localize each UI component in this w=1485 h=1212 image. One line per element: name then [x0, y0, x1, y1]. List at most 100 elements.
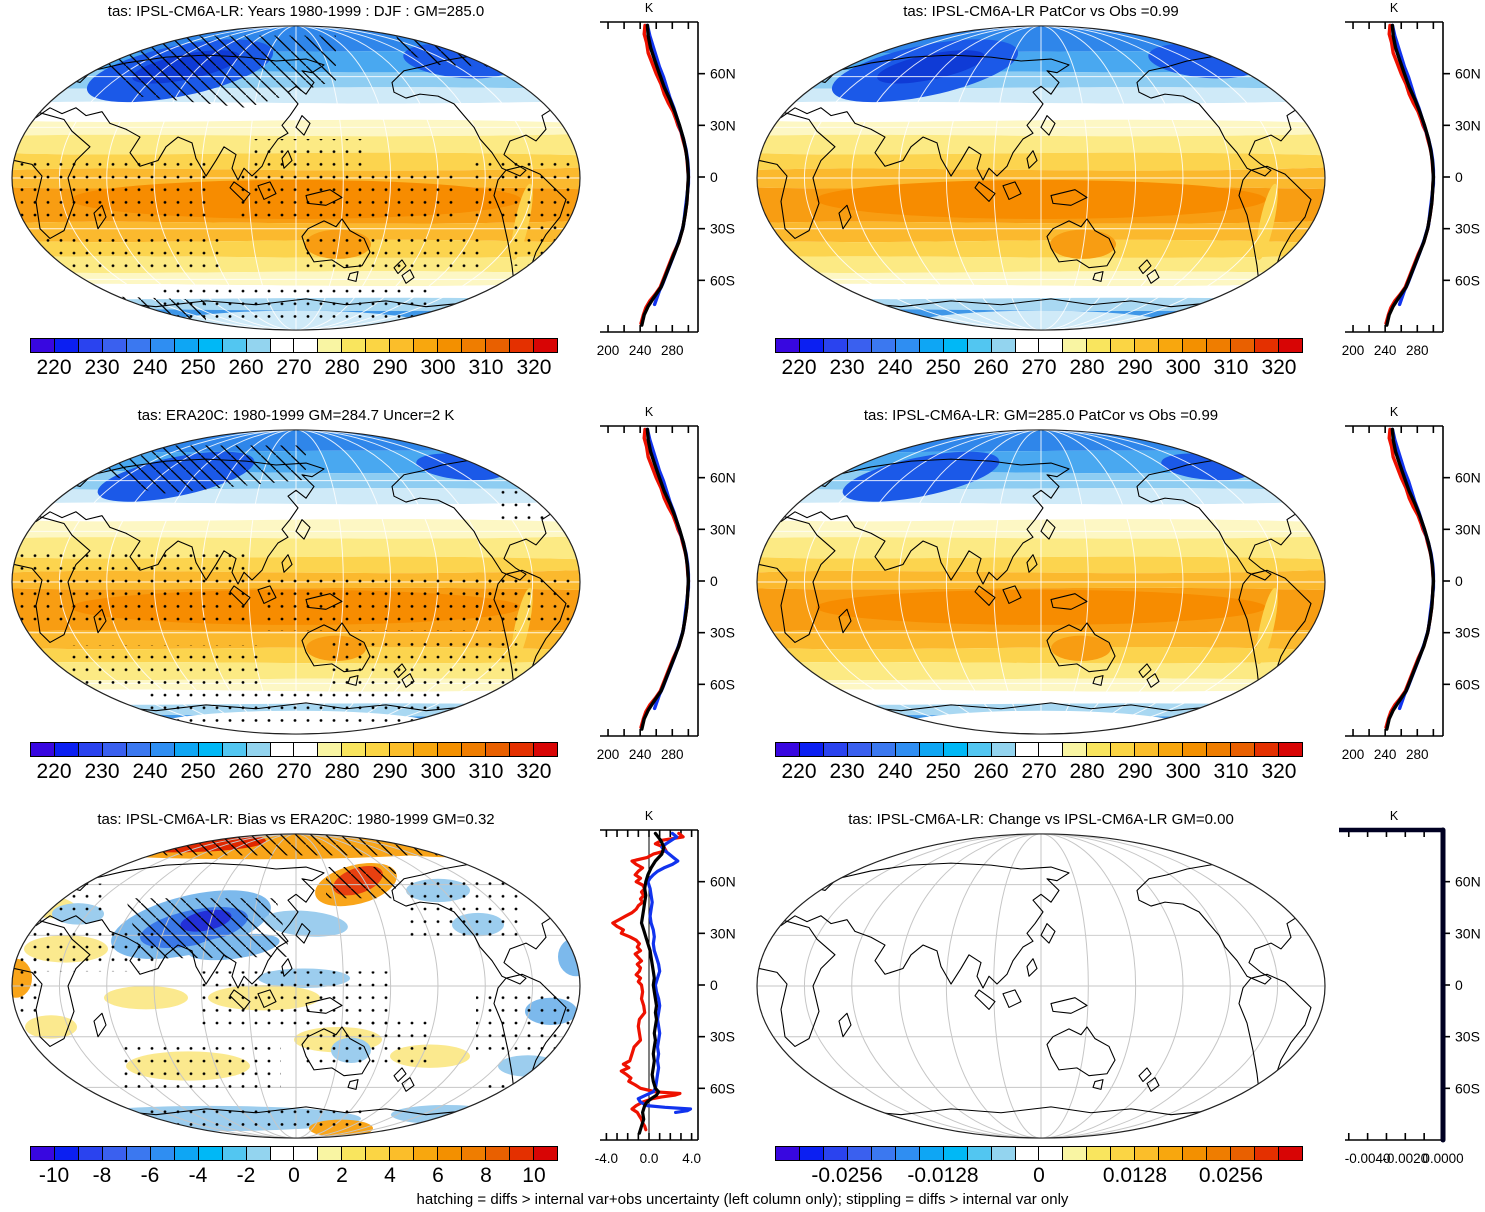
colorbar-tick-label: 290 [1117, 356, 1153, 379]
colorbar-segment [366, 339, 391, 352]
colorbar-segment [102, 1147, 127, 1160]
colorbar-segment [1183, 339, 1208, 352]
map-boundary [11, 429, 581, 735]
colorbar-labels: 220 230 240 250 260 270 280 290 300 310 320 [30, 757, 558, 785]
panel-obs-era20c: tas: ERA20C: 1980-1999 GM=284.7 Uncer=2 … [0, 404, 742, 808]
colorbar-segment [823, 339, 848, 352]
colorbar-segment [1111, 1147, 1136, 1160]
zonal-x-tick-label: 200 [597, 747, 620, 762]
zonal-x-tick-label: -0.0040 [1345, 1151, 1391, 1166]
colorbar-segment [1039, 743, 1064, 756]
zonal-x-tick-label: 280 [661, 343, 684, 358]
colorbar-segment [294, 339, 319, 352]
colorbar-segment [342, 743, 367, 756]
colorbar-tick-label: -0.0128 [907, 1164, 979, 1187]
colorbar-segment [54, 1147, 79, 1160]
colorbar-segment [102, 339, 127, 352]
zonal-mean-plot: K 0.0000 -0.0040-0.0020 60N 30N 0 30S 60S [1339, 809, 1481, 1166]
zonal-mean-plot: K 200 240 280 60N 30N 0 30S 60S [597, 1, 736, 358]
colorbar-segment [1039, 1147, 1064, 1160]
colorbar-tick-label: 250 [180, 356, 216, 379]
zonal-lat-label: 0 [710, 169, 718, 185]
colorbar-segment [799, 339, 824, 352]
colorbar-tick-label: 0.0128 [1102, 1164, 1168, 1187]
colorbar-tick-label: 250 [925, 760, 961, 783]
colorbar-segment [510, 339, 535, 352]
graticule [757, 25, 1325, 331]
panel-bias: tas: IPSL-CM6A-LR: Bias vs ERA20C: 1980-… [0, 808, 742, 1212]
colorbar-segment [270, 1147, 295, 1160]
zonal-lat-label: 30S [1455, 1029, 1480, 1045]
colorbar-segment [823, 1147, 848, 1160]
colorbar-segment [198, 1147, 223, 1160]
colorbar-segment [847, 339, 872, 352]
world-map [756, 25, 1326, 331]
colorbar-segment [438, 339, 463, 352]
colorbar-tick-label: 280 [324, 760, 360, 783]
zonal-lat-label: 60S [710, 272, 735, 288]
colorbar-segment [823, 743, 848, 756]
map-boundary [756, 833, 1326, 1139]
map-boundary [756, 429, 1326, 735]
colorbar-segment [246, 339, 271, 352]
colorbar-segment [1087, 1147, 1112, 1160]
world-map [756, 429, 1326, 735]
colorbar-tick-label: 300 [420, 356, 456, 379]
world-map [756, 833, 1326, 1139]
colorbar-segment [1231, 1147, 1256, 1160]
panel-change: tas: IPSL-CM6A-LR: Change vs IPSL-CM6A-L… [745, 808, 1485, 1212]
colorbar-segment [174, 1147, 199, 1160]
map-boundary [11, 833, 581, 1139]
colorbar-tick-label: -0.0256 [811, 1164, 883, 1187]
zonal-lat-label: 60N [710, 874, 736, 890]
colorbar-segment [967, 743, 992, 756]
colorbar-tick-label: -2 [236, 1164, 256, 1187]
colorbar-tick-label: 220 [781, 356, 817, 379]
colorbar-segment [991, 1147, 1016, 1160]
colorbar-segment [895, 1147, 920, 1160]
colorbar-segment [1015, 339, 1040, 352]
colorbar-segment [991, 743, 1016, 756]
colorbar-segment [1207, 339, 1232, 352]
colorbar-tick-label: 270 [1021, 760, 1057, 783]
colorbar-segment [174, 339, 199, 352]
colorbar-tick-label: 310 [468, 356, 504, 379]
colorbar-segment [1135, 1147, 1160, 1160]
colorbar-segment [318, 339, 343, 352]
colorbar-segment [1159, 339, 1184, 352]
zonal-unit-label: K [1390, 405, 1399, 419]
colorbar-segment [342, 1147, 367, 1160]
colorbar-segment [390, 339, 415, 352]
zonal-lat-label: 30S [1455, 625, 1480, 641]
colorbar-tick-label: 240 [132, 760, 168, 783]
colorbar-segment [847, 743, 872, 756]
colorbar-segment [366, 1147, 391, 1160]
zonal-mean-plot: K 200 240 280 60N 30N 0 30S 60S [597, 405, 736, 762]
zonal-lat-label: 60S [1455, 272, 1480, 288]
colorbar-segment [534, 743, 557, 756]
colorbar-segment [1135, 339, 1160, 352]
colorbar-tick-label: 280 [1069, 760, 1105, 783]
zonal-axes [1345, 829, 1450, 1141]
zonal-x-tick-label: 240 [629, 343, 652, 358]
zonal-lat-label: 60N [1455, 874, 1481, 890]
colorbar-segment [510, 743, 535, 756]
world-map [11, 833, 581, 1139]
zonal-x-tick-label: 200 [1342, 343, 1365, 358]
colorbar-tick-label: 230 [84, 760, 120, 783]
zonal-x-tick-label: 0.0000 [1422, 1151, 1463, 1166]
panel-title: tas: IPSL-CM6A-LR: Bias vs ERA20C: 1980-… [97, 811, 495, 828]
colorbar-segment [78, 743, 103, 756]
zonal-lat-label: 30N [1455, 925, 1481, 941]
colorbar-segment [1063, 339, 1088, 352]
colorbar-segment [486, 339, 511, 352]
colorbar-segment [1183, 743, 1208, 756]
colorbar-tick-label: 230 [829, 356, 865, 379]
panel-model-climatology: tas: IPSL-CM6A-LR: Years 1980-1999 : DJF… [0, 0, 742, 404]
colorbar-segment [1087, 339, 1112, 352]
panel-title: tas: IPSL-CM6A-LR: Change vs IPSL-CM6A-L… [848, 811, 1234, 828]
colorbar-segment [31, 743, 55, 756]
colorbar-segment [1255, 743, 1280, 756]
colorbar-tick-label: 300 [420, 760, 456, 783]
